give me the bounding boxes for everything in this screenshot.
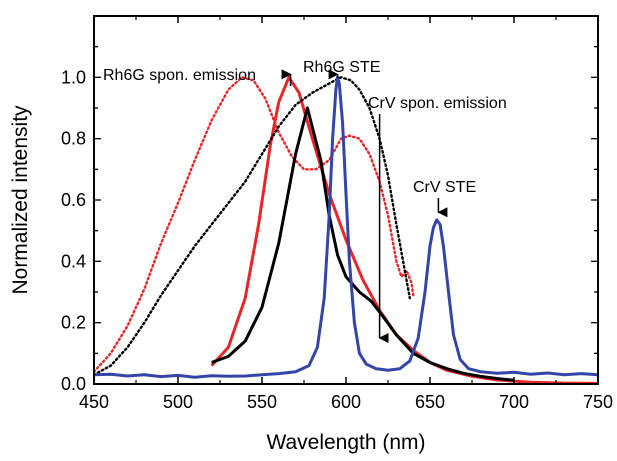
y-tick-label: 0.0 bbox=[61, 374, 86, 394]
axis-ticks bbox=[93, 15, 599, 385]
x-tick-label: 750 bbox=[583, 392, 613, 412]
x-tick-label: 700 bbox=[499, 392, 529, 412]
y-axis-title: Normalized intensity bbox=[9, 105, 32, 295]
series-rh6g-abs bbox=[94, 76, 415, 373]
series-rh6g-spon bbox=[210, 75, 598, 384]
x-tick-label: 550 bbox=[247, 392, 277, 412]
annotation-arrows bbox=[281, 69, 448, 343]
series-crv-spon bbox=[211, 106, 515, 382]
x-tick-label: 650 bbox=[415, 392, 445, 412]
annotation-crv-ste: CrV STE bbox=[413, 179, 476, 196]
annotation-rh6g-spon: Rh6G spon. emission bbox=[103, 67, 256, 84]
series-crv-abs bbox=[94, 76, 411, 376]
y-tick-label: 0.8 bbox=[61, 129, 86, 149]
y-tick-labels: 0.0 0.2 0.4 0.6 0.8 1.0 bbox=[61, 67, 86, 394]
series-rh6g-ste bbox=[94, 75, 598, 379]
y-tick-label: 0.4 bbox=[61, 251, 86, 271]
y-tick-label: 1.0 bbox=[61, 67, 86, 87]
x-tick-label: 450 bbox=[79, 392, 109, 412]
x-tick-label: 500 bbox=[163, 392, 193, 412]
x-axis-title: Wavelength (nm) bbox=[266, 431, 425, 454]
series-layer bbox=[94, 75, 598, 384]
annotation-rh6g-ste: Rh6G STE bbox=[303, 59, 380, 76]
x-tick-labels: 450 500 550 600 650 700 750 bbox=[79, 392, 613, 412]
y-tick-label: 0.6 bbox=[61, 190, 86, 210]
x-tick-label: 600 bbox=[331, 392, 361, 412]
y-tick-label: 0.2 bbox=[61, 313, 86, 333]
annotation-crv-spon: CrV spon. emission bbox=[368, 95, 507, 112]
